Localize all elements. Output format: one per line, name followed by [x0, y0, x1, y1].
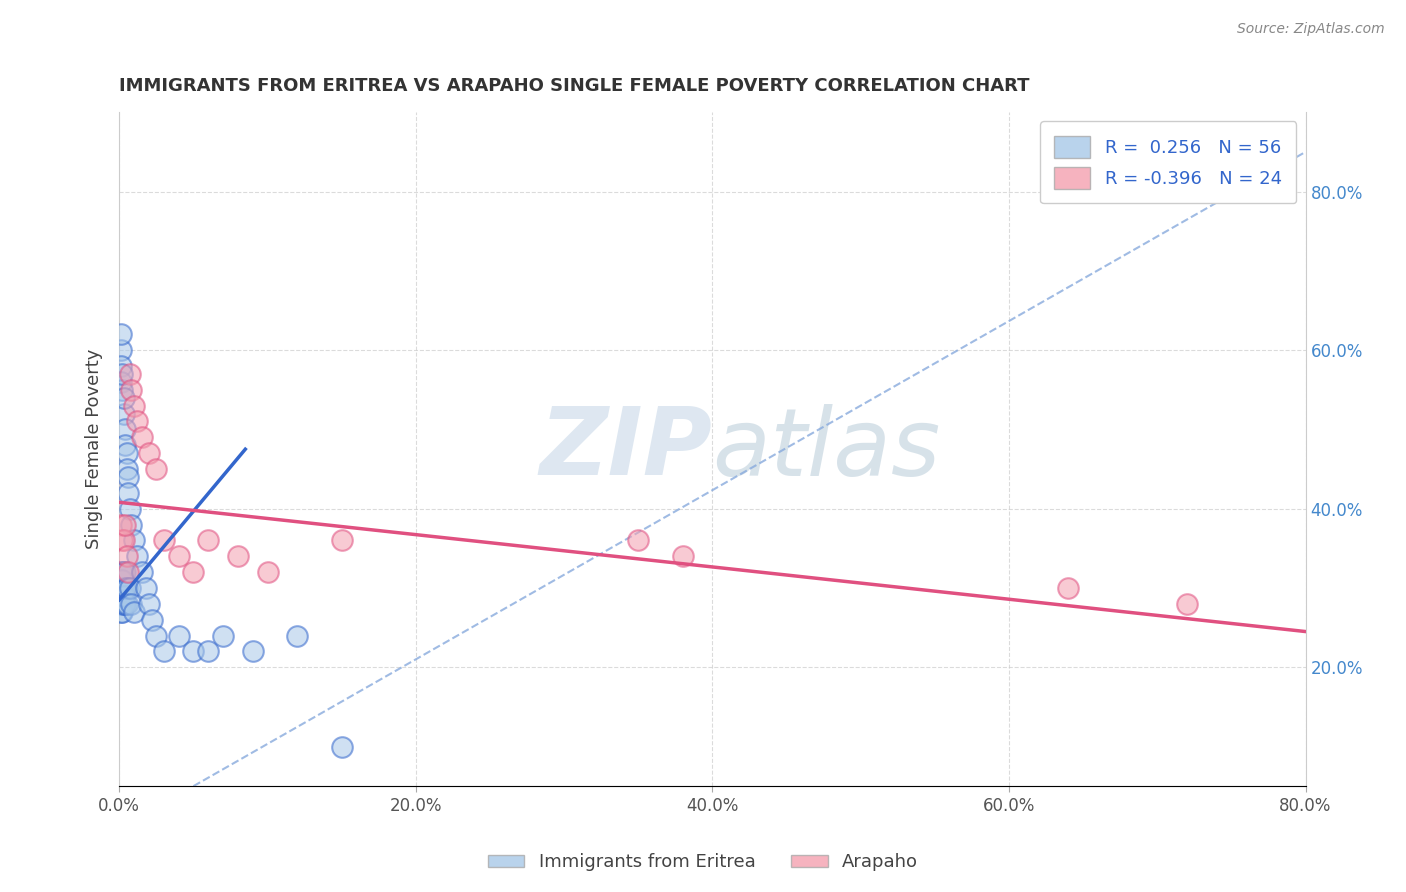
Point — [1175, 597, 1198, 611]
Point — [115, 581, 138, 595]
Point — [135, 581, 157, 595]
Point — [141, 613, 163, 627]
Point — [122, 533, 145, 548]
Point — [114, 597, 136, 611]
Point — [110, 517, 132, 532]
Point — [111, 533, 134, 548]
Point — [197, 533, 219, 548]
Y-axis label: Single Female Poverty: Single Female Poverty — [86, 349, 103, 549]
Point — [118, 581, 141, 595]
Point — [212, 628, 235, 642]
Point — [152, 533, 174, 548]
Point — [110, 565, 132, 579]
Point — [111, 605, 134, 619]
Point — [110, 343, 132, 357]
Point — [110, 589, 132, 603]
Point — [242, 644, 264, 658]
Point — [112, 407, 135, 421]
Point — [110, 359, 132, 373]
Point — [131, 430, 153, 444]
Point — [152, 644, 174, 658]
Point — [114, 517, 136, 532]
Point — [110, 375, 132, 389]
Point — [167, 549, 190, 564]
Point — [330, 739, 353, 754]
Point — [117, 485, 139, 500]
Point — [256, 565, 278, 579]
Point — [112, 589, 135, 603]
Point — [145, 628, 167, 642]
Point — [115, 597, 138, 611]
Point — [114, 581, 136, 595]
Point — [111, 367, 134, 381]
Point — [110, 605, 132, 619]
Point — [112, 533, 135, 548]
Point — [110, 573, 132, 587]
Point — [117, 565, 139, 579]
Point — [138, 597, 160, 611]
Point — [131, 565, 153, 579]
Point — [111, 597, 134, 611]
Point — [111, 383, 134, 397]
Point — [167, 628, 190, 642]
Text: Source: ZipAtlas.com: Source: ZipAtlas.com — [1237, 22, 1385, 37]
Point — [114, 565, 136, 579]
Point — [111, 565, 134, 579]
Point — [183, 644, 205, 658]
Point — [125, 549, 148, 564]
Point — [110, 327, 132, 342]
Legend: Immigrants from Eritrea, Arapaho: Immigrants from Eritrea, Arapaho — [481, 847, 925, 879]
Point — [122, 399, 145, 413]
Point — [122, 605, 145, 619]
Point — [183, 565, 205, 579]
Legend: R =  0.256   N = 56, R = -0.396   N = 24: R = 0.256 N = 56, R = -0.396 N = 24 — [1040, 121, 1296, 203]
Point — [111, 589, 134, 603]
Point — [111, 581, 134, 595]
Point — [1057, 581, 1080, 595]
Point — [110, 597, 132, 611]
Text: ZIP: ZIP — [540, 403, 713, 495]
Point — [114, 422, 136, 436]
Point — [112, 391, 135, 405]
Point — [117, 470, 139, 484]
Point — [115, 549, 138, 564]
Point — [118, 367, 141, 381]
Point — [627, 533, 650, 548]
Point — [118, 501, 141, 516]
Point — [112, 597, 135, 611]
Point — [672, 549, 695, 564]
Point — [112, 565, 135, 579]
Point — [125, 414, 148, 428]
Point — [120, 383, 142, 397]
Point — [115, 446, 138, 460]
Point — [330, 533, 353, 548]
Text: IMMIGRANTS FROM ERITREA VS ARAPAHO SINGLE FEMALE POVERTY CORRELATION CHART: IMMIGRANTS FROM ERITREA VS ARAPAHO SINGL… — [120, 78, 1029, 95]
Point — [138, 446, 160, 460]
Point — [115, 462, 138, 476]
Point — [197, 644, 219, 658]
Point — [120, 517, 142, 532]
Point — [285, 628, 308, 642]
Point — [120, 597, 142, 611]
Point — [226, 549, 249, 564]
Point — [145, 462, 167, 476]
Point — [110, 581, 132, 595]
Point — [114, 438, 136, 452]
Point — [111, 573, 134, 587]
Point — [112, 581, 135, 595]
Text: atlas: atlas — [713, 404, 941, 495]
